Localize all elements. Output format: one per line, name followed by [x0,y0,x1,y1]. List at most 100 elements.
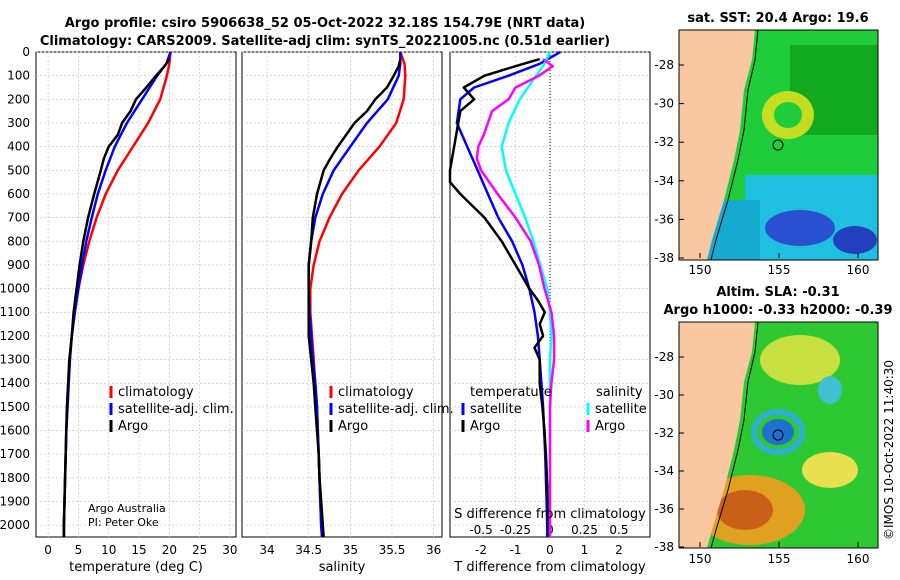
depth-tick-label: 200 [7,92,30,106]
sla-map-lat-label: -34 [654,464,674,478]
depth-tick-label: 1600 [0,424,30,438]
legend-label-s-satellite: satellite [595,402,647,417]
depth-tick-label: 1900 [0,495,30,509]
series-line-argo [307,58,402,538]
legend-label-climatology: climatology [118,385,194,400]
grid-layer [36,51,650,537]
sst-map-lat-label: -30 [654,97,674,111]
land-australia [679,30,755,260]
x-tick-label: -1 [510,543,522,557]
depth-tick-label: 700 [7,211,30,225]
x-tick-label: 1 [581,543,589,557]
legend-title-salinity: salinity [596,385,643,400]
sla-map-lon-label: 150 [689,552,712,566]
depth-tick-label: 1100 [0,305,30,319]
sla-high-south-core [717,490,773,530]
salinity-legend: climatology satellite-adj. clim. Argo [329,385,454,434]
sst-map-lon-label: 155 [768,263,791,277]
sst-map-ticks: -28 -30 -32 -34 -36 -38 150 155 160 [654,58,869,277]
legend-label-argo: Argo [118,419,148,434]
depth-tick-label: 1800 [0,471,30,485]
sst-cold-eddy [765,210,835,246]
x-tick-label: 30 [222,543,237,557]
x-tick-label: 35.5 [379,543,406,557]
x-tick-label: 35 [343,543,358,557]
land-australia [679,322,755,548]
x-tick-label: 15 [131,543,146,557]
sla-map-lon-label: 155 [768,552,791,566]
sst-map-lon-label: 160 [847,263,870,277]
sla-high-east [802,452,858,488]
temperature-xlabel: temperature (deg C) [69,560,203,575]
legend-label-argo: Argo [338,419,368,434]
sla-low-eddy-ring [751,409,805,455]
sst-map-lat-label: -36 [654,212,674,226]
tick-layer: 0100200300400500600700800900100011001200… [0,45,629,557]
difference-legend: temperature salinity satellite Argo sate… [461,385,647,434]
x-tick-label: 34 [259,543,274,557]
legend-label-t-argo: Argo [470,419,500,434]
s-difference-tick-label: 0.25 [571,523,598,537]
x-tick-label: 10 [101,543,116,557]
sla-map-lon-label: 160 [847,552,870,566]
x-tick-label: 25 [192,543,207,557]
sla-high-north [760,335,840,385]
depth-tick-label: 400 [7,140,30,154]
salinity-panel [241,51,443,538]
sla-map-lat-label: -36 [654,502,674,516]
depth-tick-label: 900 [7,258,30,272]
sla-map-lat-label: -30 [654,388,674,402]
sla-map [678,321,879,549]
coastline [710,321,759,549]
s-difference-tick-label: -0.25 [500,523,531,537]
x-tick-label: 36 [426,543,441,557]
figure-title-line2: Climatology: CARS2009. Satellite-adj cli… [40,34,610,49]
x-tick-label: 0 [546,543,554,557]
argo-position-marker [772,139,784,151]
salinity-xlabel: salinity [319,560,366,575]
series-line-s-argo [475,58,556,537]
depth-tick-label: 1200 [0,329,30,343]
credit-line1: Argo Australia [88,502,166,515]
sst-map [678,29,879,261]
temperature-legend: climatology satellite-adj. clim. Argo [109,385,234,434]
s-difference-tick-label: 0.5 [609,523,628,537]
credit-line2: PI: Peter Oke [88,516,159,529]
depth-tick-label: 0 [22,45,30,59]
argo-position-marker [772,429,784,441]
sla-map-title1: Altim. SLA: -0.31 [716,285,839,300]
sla-map-title2: Argo h1000: -0.33 h2000: -0.39 [663,303,892,318]
x-tick-label: 5 [75,543,83,557]
depth-tick-label: 500 [7,163,30,177]
x-tick-label: 20 [162,543,177,557]
legend-label-satellite: satellite-adj. clim. [118,402,234,417]
sla-low-eddy [762,419,794,445]
depth-tick-label: 1500 [0,400,30,414]
x-tick-label: 2 [615,543,623,557]
series-line-argo [62,58,171,537]
sst-map-lat-label: -38 [654,251,674,265]
sla-low-small [818,376,842,404]
sla-map-lat-label: -38 [654,540,674,554]
depth-tick-label: 300 [7,116,30,130]
s-difference-tick-label: -0.5 [469,523,492,537]
depth-tick-label: 100 [7,69,30,83]
sst-map-lat-label: -34 [654,174,674,188]
legend-label-satellite: satellite-adj. clim. [338,402,454,417]
x-tick-label: 0 [44,543,52,557]
figure-title-line1: Argo profile: csiro 5906638_52 05-Oct-20… [65,16,586,31]
depth-tick-label: 2000 [0,518,30,532]
legend-title-temperature: temperature [470,385,552,400]
x-tick-label: 34.5 [295,543,322,557]
legend-label-s-argo: Argo [595,419,625,434]
sla-map-lat-label: -28 [654,350,674,364]
sst-map-frame [678,29,879,261]
legend-label-t-satellite: satellite [470,402,522,417]
sst-map-lon-label: 150 [689,263,712,277]
depth-tick-label: 1000 [0,282,30,296]
series-line-t-argo [448,57,550,537]
sla-map-ticks: -28 -30 -32 -34 -36 -38 150 155 160 [654,350,869,566]
depth-tick-label: 600 [7,187,30,201]
legend-label-climatology: climatology [338,385,414,400]
